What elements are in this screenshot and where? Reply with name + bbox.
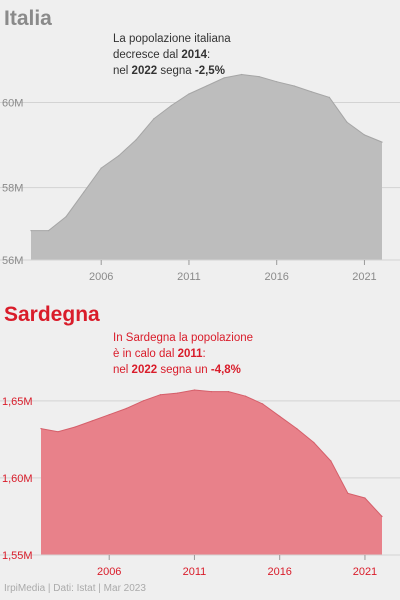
sardegna-data-point-2014	[245, 395, 247, 397]
italia-data-point-2003	[47, 230, 50, 232]
annotation-text: La popolazione italiana	[113, 33, 231, 45]
italia-data-point-2019	[328, 96, 330, 98]
annotation-text: nel	[113, 65, 132, 77]
sardegna-annotation: In Sardegna la popolazione è in calo dal …	[113, 330, 253, 378]
annotation-text: In Sardegna la popolazione	[113, 332, 254, 344]
sardegna-data-point-2011	[193, 389, 196, 391]
italia-population-area	[31, 74, 382, 260]
annotation-line: è in calo dal 2011:	[113, 346, 253, 362]
italia-data-point-2012	[205, 85, 208, 87]
annotation-line: decresce dal 2014:	[113, 47, 231, 63]
italia-annotation: La popolazione italiana decresce dal 2014…	[113, 31, 231, 79]
annotation-text: :	[202, 348, 206, 360]
sardegna-data-point-2017	[296, 428, 298, 430]
sardegna-data-point-2018	[313, 441, 315, 444]
sardegna-data-point-2005	[91, 420, 93, 422]
annotation-highlight: -2,5%	[194, 65, 225, 77]
italia-data-point-2016	[276, 81, 278, 83]
annotation-text: :	[207, 49, 211, 61]
italia-y-tick-label: 58M	[2, 183, 23, 195]
sardegna-y-tick-label: 1,60M	[2, 473, 33, 485]
annotation-highlight: 2022	[131, 65, 158, 77]
annotation-line: La popolazione italiana	[113, 31, 231, 47]
sardegna-data-point-2020	[347, 492, 349, 494]
italia-data-point-2014	[241, 73, 243, 76]
italia-data-point-2017	[293, 85, 295, 87]
sardegna-population-area	[41, 390, 382, 555]
annotation-line: nel 2022 segna un -4,8%	[113, 362, 253, 378]
italia-data-point-2006	[100, 167, 102, 169]
sardegna-y-tick-label: 1,55M	[2, 550, 33, 562]
annotation-text: decresce dal	[113, 49, 182, 61]
italia-x-tick-label: 2011	[177, 271, 201, 283]
sardegna-chart-title: Sardegna	[4, 303, 100, 326]
sardegna-data-point-2007	[125, 407, 127, 410]
annotation-highlight: 2014	[181, 49, 207, 61]
italia-population-area-chart: 56M 58M 60M 2006 2011 2016 2021	[0, 73, 400, 283]
italia-data-point-2018	[311, 91, 313, 93]
italia-x-tick-label: 2021	[352, 271, 376, 283]
annotation-line: nel 2022 segna -2,5%	[113, 63, 231, 79]
annotation-text: segna	[157, 65, 195, 77]
annotation-highlight: -4,8%	[210, 364, 241, 376]
sardegna-data-point-2008	[142, 400, 144, 402]
italia-data-point-2004	[65, 216, 67, 218]
source-credit: IrpiMedia | Dati: Istat | Mar 2023	[4, 583, 146, 594]
italia-chart-title: Italia	[4, 7, 52, 30]
sardegna-data-point-2013	[227, 391, 230, 393]
sardegna-x-tick-label: 2006	[97, 566, 121, 578]
italia-data-point-2002	[30, 230, 32, 232]
italia-data-point-2011	[188, 93, 190, 95]
sardegna-data-point-2009	[159, 394, 161, 396]
italia-x-tick-label: 2016	[264, 271, 288, 283]
sardegna-x-tick-label: 2011	[183, 566, 207, 578]
italia-data-point-2009	[153, 118, 155, 120]
annotation-text: è in calo dal	[113, 348, 178, 360]
italia-data-point-2015	[258, 76, 260, 78]
sardegna-x-tick-label: 2016	[267, 566, 291, 578]
italia-data-point-2010	[170, 104, 172, 107]
sardegna-data-point-2010	[176, 392, 178, 394]
annotation-text: segna un	[157, 364, 211, 376]
italia-y-tick-label: 56M	[2, 255, 23, 267]
sardegna-data-point-2021	[364, 497, 366, 499]
annotation-text: nel	[113, 364, 132, 376]
sardegna-data-point-2006	[108, 414, 110, 416]
sardegna-x-tick-label: 2021	[353, 566, 377, 578]
italia-data-point-2021	[363, 134, 365, 136]
italia-y-tick-label: 60M	[2, 98, 23, 110]
annotation-highlight: 2011	[177, 348, 203, 360]
sardegna-data-point-2015	[262, 403, 264, 405]
italia-data-point-2020	[346, 121, 348, 123]
italia-data-point-2022	[381, 141, 383, 143]
sardegna-data-point-2012	[210, 391, 213, 393]
italia-data-point-2013	[223, 77, 225, 79]
italia-data-point-2008	[135, 139, 137, 141]
sardegna-data-point-2002	[40, 428, 42, 430]
sardegna-data-point-2022	[381, 515, 383, 518]
sardegna-data-point-2019	[330, 460, 332, 462]
sardegna-data-point-2004	[74, 426, 76, 428]
italia-x-tick-label: 2006	[89, 271, 113, 283]
annotation-highlight: 2022	[131, 364, 158, 376]
sardegna-y-tick-label: 1,65M	[2, 396, 33, 408]
sardegna-data-point-2003	[57, 431, 59, 433]
sardegna-data-point-2016	[279, 415, 281, 417]
italia-data-point-2005	[83, 191, 85, 193]
annotation-line: In Sardegna la popolazione	[113, 330, 253, 346]
italia-data-point-2007	[118, 155, 120, 157]
